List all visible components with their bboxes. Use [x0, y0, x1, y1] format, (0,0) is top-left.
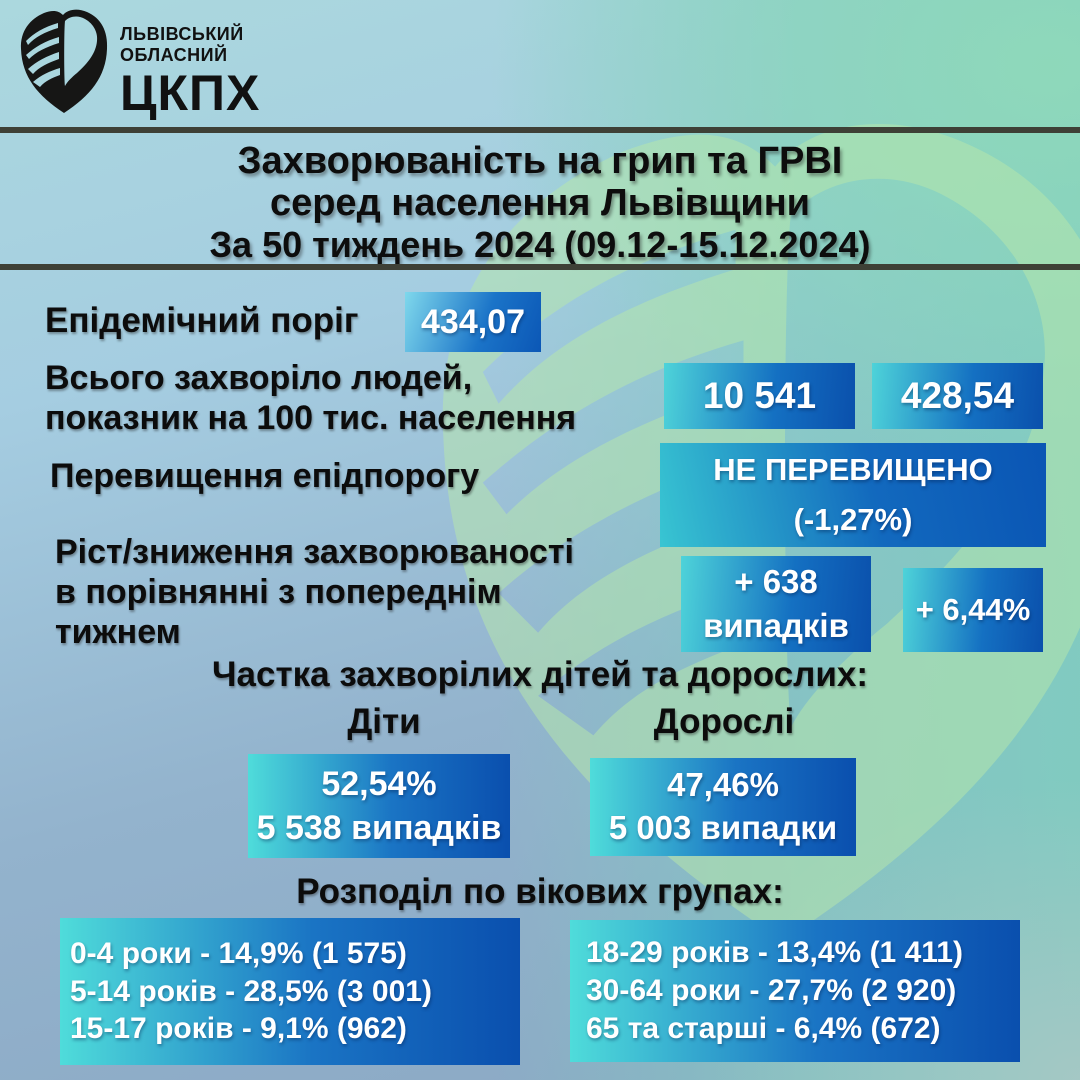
children-percent: 52,54%	[321, 764, 437, 803]
adults-cases: 5 003 випадки	[608, 809, 838, 846]
rate-per-100k-number: 428,54	[900, 375, 1015, 416]
change-cases-unit: випадків	[703, 607, 849, 644]
label-weekly-change-line2: в порівнянні з попереднім	[55, 573, 502, 612]
label-threshold-exceedance: Перевищення епідпорогу	[50, 457, 480, 495]
page-title-line1: Захворюваність на грип та ГРВІ	[237, 140, 843, 182]
value-epidemic-threshold: 434,07	[405, 292, 541, 352]
label-total-cases-line1: Всього захворіло людей,	[45, 359, 473, 397]
org-abbreviation: ЦКПХ	[120, 65, 261, 121]
value-threshold-exceedance: НЕ ПЕРЕВИЩЕНО (-1,27%)	[660, 443, 1046, 547]
report-period: За 50 тиждень 2024 (09.12-15.12.2024)	[209, 224, 871, 265]
org-name-line2: ОБЛАСНИЙ	[120, 45, 228, 65]
label-weekly-change-line3: тижнем	[55, 613, 181, 652]
column-header-children: Діти	[347, 702, 421, 741]
age-group-15-17: 15-17 років - 9,1% (962)	[70, 1012, 407, 1046]
age-groups-right-box: 18-29 років - 13,4% (1 411) 30-64 роки -…	[570, 920, 1020, 1062]
heading-share: Частка захворілих дітей та дорослих:	[211, 655, 869, 694]
divider-top	[0, 127, 1080, 133]
label-weekly-change-line1: Ріст/зниження захворюваності	[55, 533, 574, 571]
change-percent-number: + 6,44%	[915, 592, 1031, 627]
value-total-cases: 10 541	[664, 363, 855, 429]
epidemic-threshold-number: 434,07	[421, 302, 525, 341]
org-name-block: ЛЬВІВСЬКИЙ ОБЛАСНИЙ ЦКПХ	[120, 24, 260, 118]
label-weekly-change: Ріст/зниження захворюваності в порівнянн…	[55, 532, 574, 652]
column-header-adults: Дорослі	[653, 702, 795, 741]
page-title-line2: серед населення Львівщини	[269, 182, 811, 224]
divider-title-bottom	[0, 264, 1080, 270]
value-change-cases: + 638 випадків	[681, 556, 871, 652]
age-group-30-64: 30-64 роки - 27,7% (2 920)	[586, 974, 957, 1008]
change-cases-number: + 638	[734, 563, 818, 601]
label-total-cases: Всього захворіло людей, показник на 100 …	[45, 358, 576, 438]
value-change-percent: + 6,44%	[903, 568, 1043, 652]
total-cases-number: 10 541	[702, 375, 817, 416]
value-children-share: 52,54% 5 538 випадків	[248, 754, 510, 858]
exceedance-percent: (-1,27%)	[793, 502, 913, 537]
age-group-18-29: 18-29 років - 13,4% (1 411)	[586, 936, 963, 970]
children-cases: 5 538 випадків	[256, 809, 502, 847]
age-group-0-4: 0-4 роки - 14,9% (1 575)	[70, 936, 407, 970]
value-adults-share: 47,46% 5 003 випадки	[590, 758, 856, 856]
exceedance-status: НЕ ПЕРЕВИЩЕНО	[713, 451, 993, 487]
label-total-cases-line2: показник на 100 тис. населення	[45, 399, 577, 438]
age-groups-left-box: 0-4 роки - 14,9% (1 575) 5-14 років - 28…	[60, 918, 520, 1065]
org-logo-icon	[20, 9, 108, 114]
heading-age-groups: Розподіл по вікових групах:	[296, 872, 784, 911]
age-group-5-14: 5-14 років - 28,5% (3 001)	[70, 974, 432, 1008]
age-group-65-plus: 65 та старші - 6,4% (672)	[586, 1011, 941, 1045]
label-epidemic-threshold: Епідемічний поріг	[45, 301, 359, 340]
value-rate-per-100k: 428,54	[872, 363, 1043, 429]
adults-percent: 47,46%	[667, 766, 779, 804]
org-name-line1: ЛЬВІВСЬКИЙ	[120, 24, 244, 44]
